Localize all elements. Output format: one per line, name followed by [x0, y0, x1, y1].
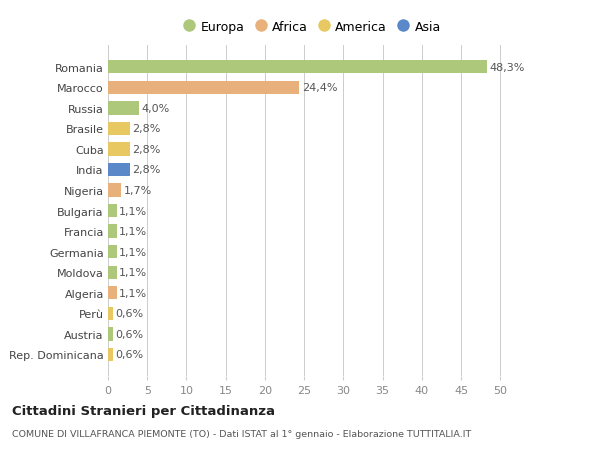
- Bar: [108, 286, 116, 300]
- Text: 1,1%: 1,1%: [119, 206, 147, 216]
- Bar: [108, 328, 113, 341]
- Bar: [108, 61, 487, 74]
- Text: 0,6%: 0,6%: [115, 329, 143, 339]
- Bar: [108, 143, 130, 156]
- Bar: [108, 266, 116, 280]
- Text: 0,6%: 0,6%: [115, 309, 143, 319]
- Text: 48,3%: 48,3%: [490, 62, 524, 73]
- Text: 1,7%: 1,7%: [124, 185, 152, 196]
- Text: 0,6%: 0,6%: [115, 350, 143, 360]
- Bar: [108, 81, 299, 95]
- Text: 2,8%: 2,8%: [133, 165, 161, 175]
- Text: 24,4%: 24,4%: [302, 83, 337, 93]
- Bar: [108, 307, 113, 320]
- Text: 1,1%: 1,1%: [119, 227, 147, 237]
- Bar: [108, 246, 116, 259]
- Text: Cittadini Stranieri per Cittadinanza: Cittadini Stranieri per Cittadinanza: [12, 404, 275, 417]
- Text: 2,8%: 2,8%: [133, 124, 161, 134]
- Bar: [108, 102, 139, 115]
- Text: 2,8%: 2,8%: [133, 145, 161, 155]
- Bar: [108, 184, 121, 197]
- Text: 4,0%: 4,0%: [142, 104, 170, 113]
- Bar: [108, 348, 113, 361]
- Text: COMUNE DI VILLAFRANCA PIEMONTE (TO) - Dati ISTAT al 1° gennaio - Elaborazione TU: COMUNE DI VILLAFRANCA PIEMONTE (TO) - Da…: [12, 429, 471, 438]
- Bar: [108, 163, 130, 177]
- Bar: [108, 225, 116, 238]
- Bar: [108, 204, 116, 218]
- Text: 1,1%: 1,1%: [119, 268, 147, 278]
- Text: 1,1%: 1,1%: [119, 247, 147, 257]
- Legend: Europa, Africa, America, Asia: Europa, Africa, America, Asia: [178, 16, 446, 39]
- Text: 1,1%: 1,1%: [119, 288, 147, 298]
- Bar: [108, 123, 130, 136]
